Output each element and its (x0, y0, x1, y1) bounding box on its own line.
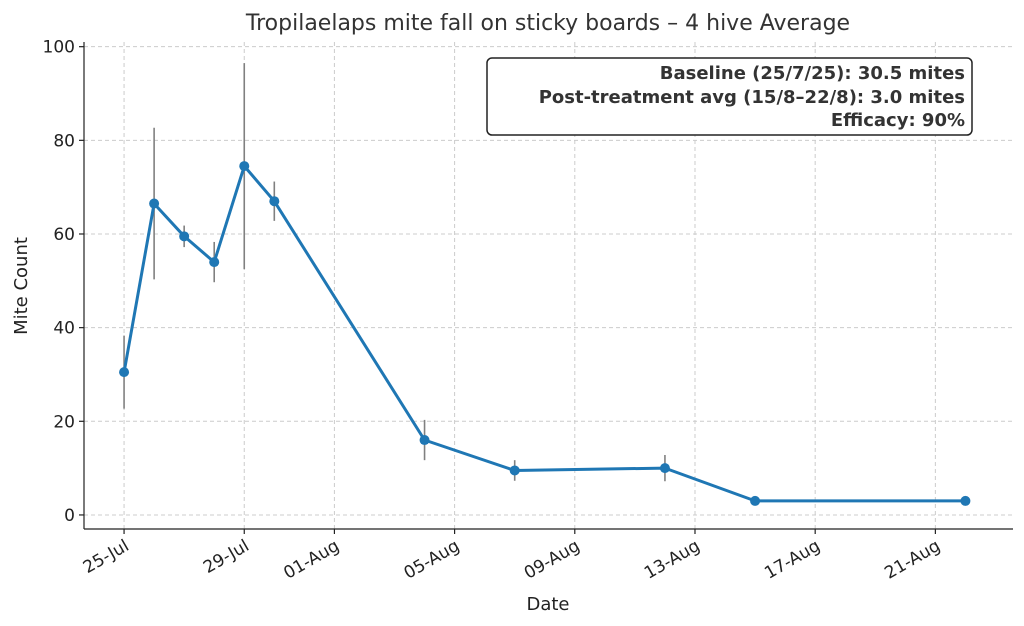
x-tick-label: 17-Aug (761, 536, 823, 584)
x-tick-label: 05-Aug (401, 536, 463, 584)
data-point (659, 463, 670, 474)
y-tick-label: 20 (53, 412, 75, 432)
y-tick-label: 60 (53, 225, 75, 245)
x-tick-label: 13-Aug (641, 536, 703, 584)
x-axis-label: Date (526, 594, 569, 615)
y-tick-label: 40 (53, 319, 75, 339)
data-point (419, 435, 430, 446)
data-point (209, 257, 220, 268)
x-tick-label: 25-Jul (80, 536, 133, 578)
annotation-box: Baseline (25/7/25): 30.5 mites Post-trea… (486, 57, 973, 136)
y-tick-label: 0 (64, 506, 75, 526)
annotation-post-treatment: Post-treatment avg (15/8–22/8): 3.0 mite… (539, 87, 965, 108)
x-tick-label: 29-Jul (200, 536, 253, 578)
series-line (122, 164, 966, 503)
x-tick-label: 21-Aug (881, 536, 943, 584)
data-point (119, 367, 130, 378)
data-point (149, 198, 160, 209)
data-point (509, 465, 520, 476)
y-ticks: 0 20 40 60 80 100 (43, 38, 84, 526)
x-tick-label: 01-Aug (280, 536, 342, 584)
annotation-efficacy: Efficacy: 90% (831, 110, 965, 131)
x-tick-label: 09-Aug (521, 536, 583, 584)
data-point (179, 231, 190, 242)
y-axis-label: Mite Count (11, 237, 32, 335)
data-point (960, 495, 971, 506)
axes (83, 42, 1013, 530)
data-series (119, 63, 971, 506)
y-tick-label: 80 (53, 131, 75, 151)
data-point (239, 161, 250, 172)
chart-title: Tropilaelaps mite fall on sticky boards … (245, 11, 850, 36)
annotation-baseline: Baseline (25/7/25): 30.5 mites (660, 63, 965, 84)
x-ticks: 25-Jul 29-Jul 01-Aug 05-Aug 09-Aug 13-Aug 17-A… (80, 529, 944, 584)
grid (84, 42, 1013, 529)
annotation-frame (486, 57, 973, 136)
data-point (750, 495, 761, 506)
data-point (269, 196, 280, 207)
y-tick-label: 100 (43, 38, 75, 58)
